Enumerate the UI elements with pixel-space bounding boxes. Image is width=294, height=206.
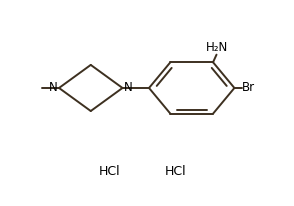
Text: N: N: [124, 81, 132, 94]
Text: HCl: HCl: [165, 165, 187, 178]
Text: N: N: [49, 81, 58, 94]
Text: Br: Br: [242, 81, 255, 94]
Text: HCl: HCl: [99, 165, 120, 178]
Text: H₂N: H₂N: [206, 41, 228, 54]
